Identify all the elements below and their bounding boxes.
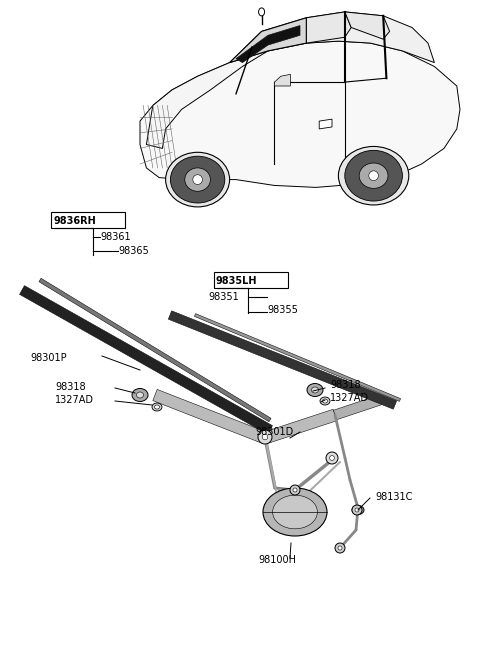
Ellipse shape: [338, 147, 409, 205]
Polygon shape: [140, 41, 460, 187]
Polygon shape: [334, 396, 382, 420]
Ellipse shape: [259, 8, 264, 16]
Ellipse shape: [152, 403, 162, 411]
Ellipse shape: [170, 156, 225, 203]
Ellipse shape: [320, 397, 330, 405]
Polygon shape: [236, 26, 300, 62]
Polygon shape: [306, 12, 351, 43]
Ellipse shape: [323, 399, 327, 403]
Text: 98318: 98318: [330, 380, 360, 390]
FancyBboxPatch shape: [51, 212, 125, 228]
Ellipse shape: [155, 405, 159, 409]
Circle shape: [293, 488, 297, 492]
Polygon shape: [319, 119, 332, 129]
Circle shape: [355, 508, 359, 512]
Ellipse shape: [345, 150, 402, 201]
Text: 98131C: 98131C: [375, 492, 412, 502]
Ellipse shape: [369, 171, 378, 181]
Text: 98100H: 98100H: [258, 555, 296, 565]
Ellipse shape: [166, 152, 229, 207]
Polygon shape: [194, 313, 401, 401]
Polygon shape: [146, 51, 268, 148]
Polygon shape: [345, 12, 390, 39]
Ellipse shape: [193, 175, 203, 185]
Text: 98355: 98355: [267, 305, 298, 315]
Circle shape: [338, 546, 342, 550]
Ellipse shape: [359, 163, 388, 189]
Ellipse shape: [352, 505, 364, 514]
Polygon shape: [229, 18, 306, 62]
Text: 9835LH: 9835LH: [216, 276, 257, 286]
Polygon shape: [263, 409, 337, 443]
Text: 98361: 98361: [100, 232, 131, 242]
Polygon shape: [39, 279, 271, 422]
Polygon shape: [20, 286, 273, 434]
Circle shape: [290, 485, 300, 495]
Circle shape: [335, 543, 345, 553]
Circle shape: [326, 452, 338, 464]
Circle shape: [258, 430, 272, 444]
Text: 98301D: 98301D: [255, 427, 293, 437]
Circle shape: [330, 455, 335, 461]
Text: 1327AD: 1327AD: [55, 395, 94, 405]
Text: 1327AD: 1327AD: [330, 393, 369, 403]
Ellipse shape: [273, 495, 317, 529]
Circle shape: [262, 434, 268, 440]
Ellipse shape: [263, 488, 327, 536]
Polygon shape: [229, 12, 434, 62]
Ellipse shape: [136, 392, 144, 398]
Polygon shape: [275, 74, 290, 86]
Circle shape: [352, 505, 362, 515]
Text: 98365: 98365: [118, 246, 149, 256]
Ellipse shape: [312, 387, 319, 393]
Text: 98301P: 98301P: [30, 353, 67, 363]
Polygon shape: [168, 311, 396, 409]
Ellipse shape: [132, 388, 148, 401]
Polygon shape: [153, 390, 267, 443]
Ellipse shape: [307, 384, 323, 397]
Ellipse shape: [185, 168, 210, 191]
Text: 98351: 98351: [208, 292, 239, 302]
FancyBboxPatch shape: [214, 272, 288, 288]
Text: 98318: 98318: [55, 382, 85, 392]
Text: 9836RH: 9836RH: [53, 216, 96, 226]
